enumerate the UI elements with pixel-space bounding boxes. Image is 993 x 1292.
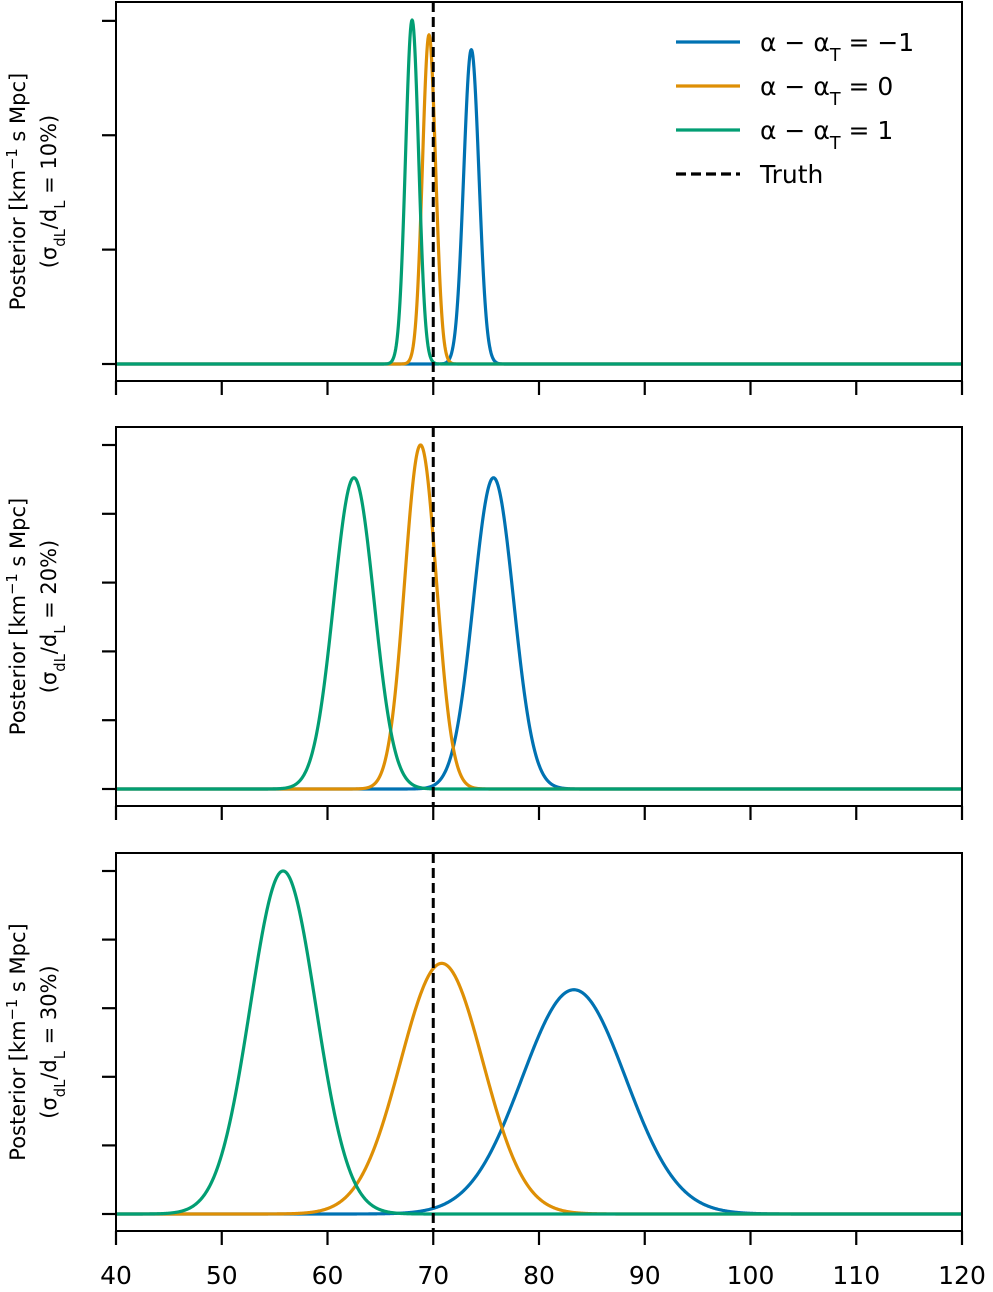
series-line-minus1 (114, 988, 964, 1216)
legend-label-truth: Truth (759, 160, 823, 189)
legend-label-zero: α − αT = 0 (760, 72, 893, 110)
axes-frame (115, 852, 963, 1232)
y-axis-sublabel: (σdL/dL = 10%) (37, 115, 69, 268)
axes-frame (115, 426, 963, 807)
y-axis-label: Posterior [km−1 s Mpc] (4, 923, 31, 1160)
series-line-plus1 (114, 869, 964, 1216)
legend: α − αT = −1 α − αT = 0 α − αT = 1 Truth (676, 28, 914, 189)
x-tick-label: 100 (727, 1261, 775, 1290)
y-axis-sublabel: (σdL/dL = 30%) (37, 965, 69, 1118)
x-tick-label: 80 (523, 1261, 555, 1290)
series-line-minus1 (114, 476, 964, 791)
series-line-zero (114, 33, 964, 366)
x-tick-label: 70 (417, 1261, 449, 1290)
x-tick-label: 90 (629, 1261, 661, 1290)
series-line-zero (114, 961, 964, 1216)
legend-label-minus1: α − αT = −1 (760, 28, 914, 66)
panel-sigma-30: Posterior [km−1 s Mpc](σdL/dL = 30%) (4, 852, 964, 1245)
series-line-plus1 (114, 476, 964, 791)
legend-label-plus1: α − αT = 1 (760, 116, 893, 154)
x-tick-label: 110 (832, 1261, 880, 1290)
x-tick-labels: 40 50 60 70 80 90 100 110 120 (100, 1261, 986, 1290)
y-axis-label: Posterior [km−1 s Mpc] (4, 73, 31, 310)
y-axis-label: Posterior [km−1 s Mpc] (4, 498, 31, 735)
y-axis-sublabel: (σdL/dL = 20%) (37, 540, 69, 693)
x-tick-label: 60 (312, 1261, 344, 1290)
panel-sigma-10: Posterior [km−1 s Mpc](σdL/dL = 10%) (4, 1, 964, 395)
x-tick-label: 120 (938, 1261, 986, 1290)
x-tick-label: 40 (100, 1261, 132, 1290)
series-line-plus1 (114, 18, 964, 366)
panel-sigma-20: Posterior [km−1 s Mpc](σdL/dL = 20%) (4, 426, 964, 820)
series-line-zero (114, 443, 964, 791)
axes-frame (115, 1, 963, 382)
x-tick-label: 50 (206, 1261, 238, 1290)
